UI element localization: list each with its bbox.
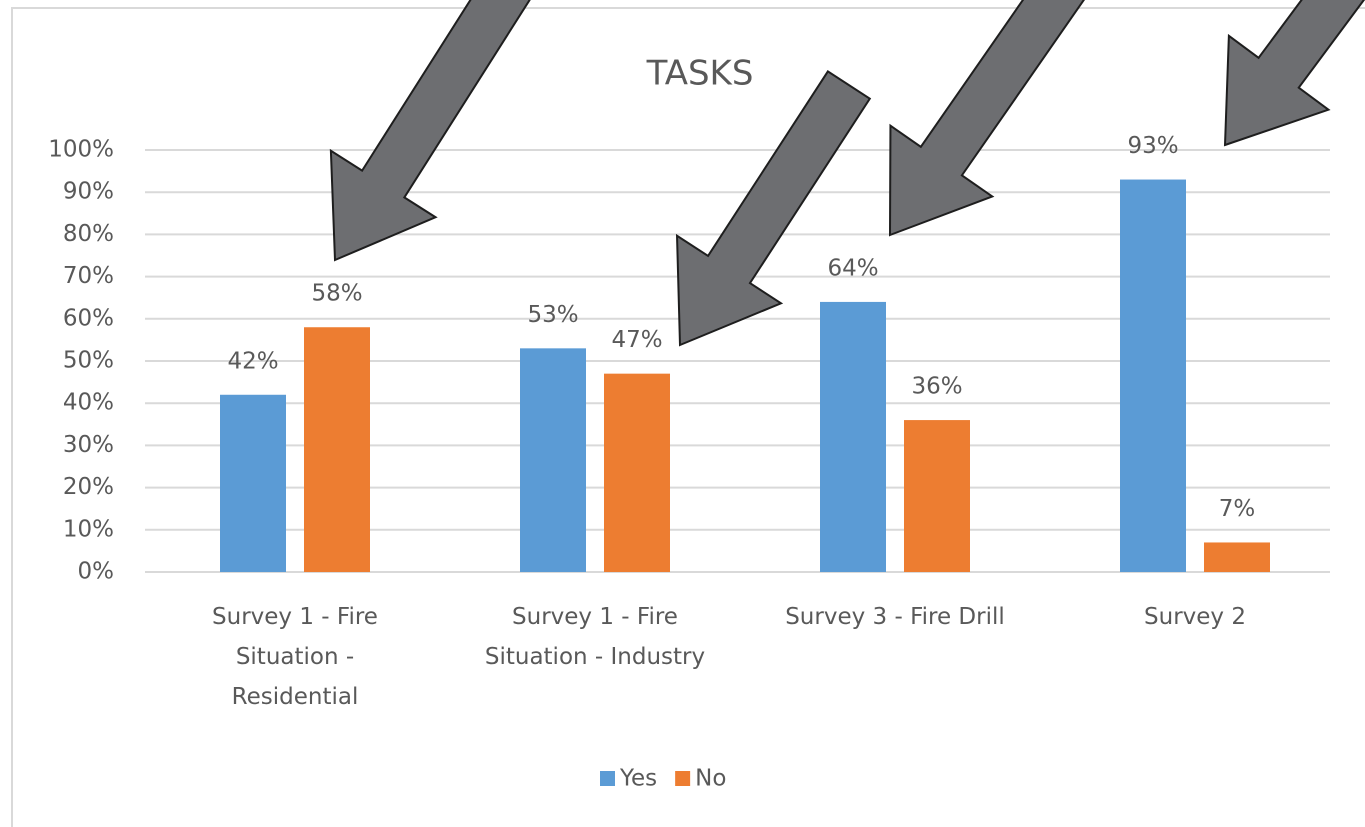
y-tick-label: 50%: [63, 348, 114, 374]
arrow: [888, 0, 1095, 237]
legend-swatch: [675, 771, 691, 786]
y-tick-label: 100%: [48, 137, 114, 163]
y-tick-label: 60%: [63, 305, 114, 331]
arrow: [329, 0, 540, 262]
chart-title: TASKS: [646, 54, 754, 94]
bar: [1120, 179, 1186, 573]
data-label: 53%: [527, 302, 578, 328]
arrow: [675, 70, 872, 347]
bar: [220, 394, 286, 572]
y-tick-label: 0%: [78, 559, 115, 585]
bar: [904, 420, 970, 572]
bar: [1204, 542, 1270, 572]
bar: [304, 327, 370, 572]
bar: [820, 301, 886, 572]
data-label: 47%: [611, 327, 662, 353]
legend-label: No: [695, 766, 726, 792]
legend-swatch: [600, 771, 615, 786]
data-label: 93%: [1127, 133, 1178, 159]
data-label: 64%: [827, 255, 878, 281]
bar: [520, 348, 586, 572]
plot-area: 0% 10% 20% 30% 40% 50% 60% 70% 80% 90% 100% Survey …: [48, 133, 1330, 792]
x-tick-label: Survey 2: [1144, 604, 1246, 630]
data-label: 42%: [227, 348, 278, 374]
y-tick-label: 80%: [63, 221, 114, 247]
data-label: 58%: [311, 281, 362, 307]
legend-label: Yes: [619, 766, 657, 792]
y-tick-label: 30%: [63, 432, 114, 458]
y-tick-label: 70%: [63, 263, 114, 289]
data-label: 7%: [1219, 496, 1256, 522]
y-tick-label: 20%: [63, 474, 114, 500]
chart-border: [11, 7, 1365, 827]
arrow: [1223, 0, 1365, 147]
y-tick-label: 10%: [63, 516, 114, 542]
y-tick-label: 90%: [63, 179, 114, 205]
x-tick-label: Survey 1 - Fire Situation - Industry: [485, 604, 705, 670]
arrows: [329, 0, 1365, 347]
bar: [604, 373, 670, 572]
y-tick-label: 40%: [63, 390, 114, 416]
x-tick-label: Survey 3 - Fire Drill: [785, 604, 1005, 630]
x-tick-label: Survey 1 - Fire Situation -Residential: [212, 604, 378, 710]
data-label: 36%: [911, 374, 962, 400]
